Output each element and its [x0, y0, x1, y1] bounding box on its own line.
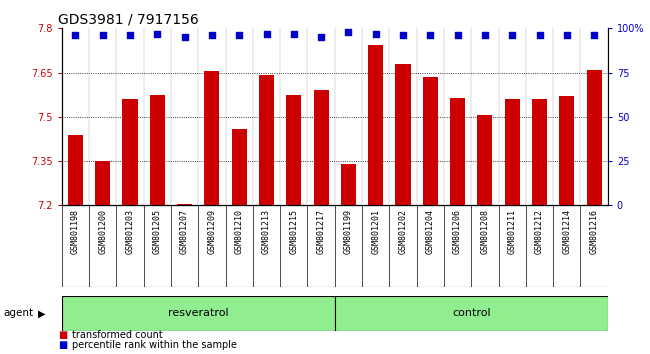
Bar: [62, 296, 335, 331]
Text: GSM801200: GSM801200: [98, 209, 107, 255]
Text: GSM801204: GSM801204: [426, 209, 435, 255]
Text: transformed count: transformed count: [72, 330, 162, 340]
Bar: [150, 95, 165, 205]
Point: [316, 34, 326, 40]
Point: [98, 33, 108, 38]
Point: [343, 29, 354, 35]
Text: GSM801205: GSM801205: [153, 209, 162, 255]
Point: [70, 33, 81, 38]
Text: GSM801208: GSM801208: [480, 209, 489, 255]
Point: [207, 33, 217, 38]
Text: GSM801212: GSM801212: [535, 209, 544, 255]
Point: [562, 33, 572, 38]
Point: [152, 31, 162, 36]
Point: [398, 33, 408, 38]
Bar: [259, 75, 274, 205]
Bar: [559, 96, 575, 205]
Text: GSM801214: GSM801214: [562, 209, 571, 255]
Text: GDS3981 / 7917156: GDS3981 / 7917156: [58, 12, 200, 27]
Bar: [586, 70, 602, 205]
Point: [480, 33, 490, 38]
Point: [261, 31, 272, 36]
Text: GSM801211: GSM801211: [508, 209, 517, 255]
Point: [179, 34, 190, 40]
Bar: [341, 164, 356, 205]
Text: control: control: [452, 308, 491, 318]
Text: GSM801203: GSM801203: [125, 209, 135, 255]
Text: ■: ■: [58, 340, 68, 350]
Point: [425, 33, 436, 38]
Bar: [122, 99, 138, 205]
Text: GSM801199: GSM801199: [344, 209, 353, 255]
Bar: [532, 99, 547, 205]
Text: GSM801198: GSM801198: [71, 209, 80, 255]
Point: [234, 33, 244, 38]
Point: [452, 33, 463, 38]
Bar: [504, 99, 520, 205]
Point: [125, 33, 135, 38]
Bar: [95, 161, 110, 205]
Text: GSM801206: GSM801206: [453, 209, 462, 255]
Bar: [395, 64, 411, 205]
Text: ▶: ▶: [38, 308, 46, 318]
Point: [589, 33, 599, 38]
Text: GSM801213: GSM801213: [262, 209, 271, 255]
Point: [507, 33, 517, 38]
Text: GSM801207: GSM801207: [180, 209, 189, 255]
Text: GSM801216: GSM801216: [590, 209, 599, 255]
Bar: [450, 98, 465, 205]
Bar: [422, 77, 438, 205]
Point: [534, 33, 545, 38]
Bar: [177, 204, 192, 205]
Text: GSM801210: GSM801210: [235, 209, 244, 255]
Text: ■: ■: [58, 330, 68, 340]
Text: percentile rank within the sample: percentile rank within the sample: [72, 340, 237, 350]
Text: GSM801201: GSM801201: [371, 209, 380, 255]
Bar: [231, 129, 247, 205]
Text: resveratrol: resveratrol: [168, 308, 229, 318]
Text: GSM801217: GSM801217: [317, 209, 326, 255]
Bar: [477, 115, 493, 205]
Bar: [335, 296, 608, 331]
Bar: [313, 90, 329, 205]
Bar: [286, 95, 302, 205]
Bar: [68, 135, 83, 205]
Bar: [204, 71, 220, 205]
Text: GSM801215: GSM801215: [289, 209, 298, 255]
Text: agent: agent: [3, 308, 33, 318]
Text: GSM801202: GSM801202: [398, 209, 408, 255]
Point: [370, 31, 381, 36]
Bar: [368, 45, 384, 205]
Point: [289, 31, 299, 36]
Text: GSM801209: GSM801209: [207, 209, 216, 255]
